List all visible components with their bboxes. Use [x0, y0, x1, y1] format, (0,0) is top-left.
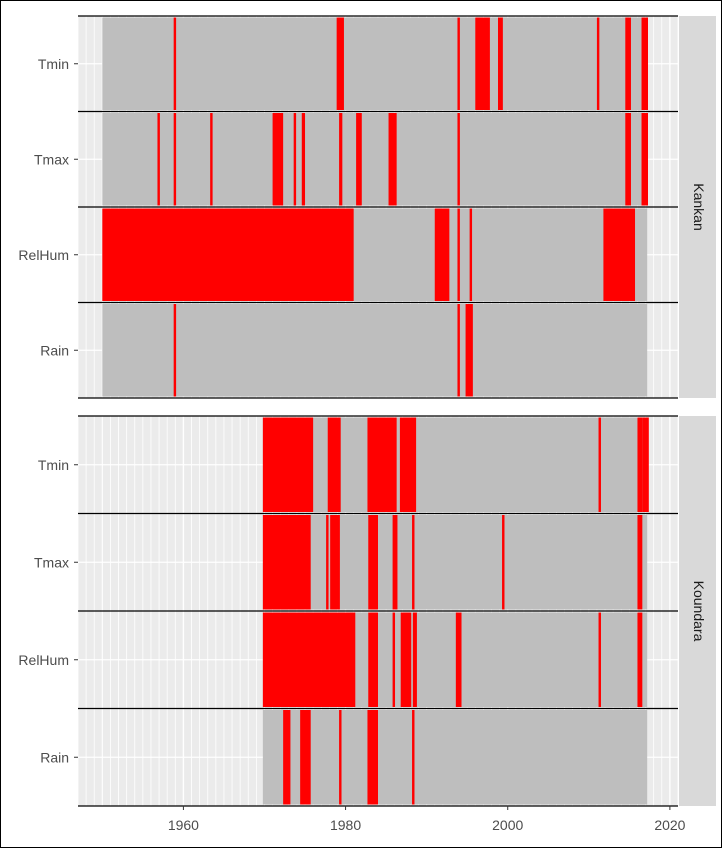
missing-bar-tmin [336, 17, 344, 110]
missing-bar-relhum [392, 612, 396, 707]
missing-bar-tmax [210, 113, 213, 206]
missing-bar-tmax [502, 515, 505, 610]
missing-bar-relhum [262, 612, 356, 707]
available-bar-tmax [102, 113, 648, 206]
missing-bar-tmax [301, 113, 306, 206]
missing-bar-tmin [367, 417, 397, 512]
missing-bar-rain [300, 710, 311, 805]
missing-bar-tmin [642, 417, 649, 512]
missing-bar-rain [457, 304, 460, 397]
missing-bar-relhum [412, 612, 417, 707]
missing-bar-relhum [102, 208, 354, 301]
missing-bar-tmin [637, 417, 643, 512]
missing-bar-rain [283, 710, 291, 805]
missing-bar-rain [412, 710, 415, 805]
y-tick-label: Tmax [34, 151, 69, 167]
missing-bar-tmin [327, 417, 341, 512]
y-tick-label: Tmin [38, 457, 69, 473]
missing-bar-tmax [326, 515, 329, 610]
missing-bar-tmax [173, 113, 177, 206]
missing-bar-tmax [356, 113, 362, 206]
y-tick-label: RelHum [18, 652, 69, 668]
missing-bar-tmin [641, 17, 648, 110]
missing-bar-relhum [469, 208, 473, 301]
y-tick-label: Rain [40, 749, 69, 765]
missing-bar-tmin [173, 17, 177, 110]
missing-bar-tmin [596, 17, 600, 110]
facet-strip-koundara [679, 416, 716, 806]
missing-bar-tmax [412, 515, 415, 610]
x-tick-label: 2000 [492, 817, 523, 833]
missing-bar-tmax [388, 113, 397, 206]
missing-bar-tmax [293, 113, 297, 206]
facet-label-koundara: Koundara [691, 581, 707, 642]
x-tick-label: 1980 [330, 817, 361, 833]
missing-bar-tmax [392, 515, 398, 610]
missing-bar-tmin [475, 17, 490, 110]
missing-bar-tmin [598, 417, 601, 512]
missing-bar-relhum [400, 612, 412, 707]
y-tick-label: Rain [40, 342, 69, 358]
missing-bar-tmax [339, 113, 343, 206]
available-bar-rain [262, 710, 648, 805]
missing-bar-tmin [625, 17, 631, 110]
missing-bar-tmin [457, 17, 460, 110]
missing-bar-tmax [641, 113, 648, 206]
missing-bar-tmax [330, 515, 340, 610]
facet-label-kankan: Kankan [691, 183, 707, 230]
available-bar-tmin [102, 17, 648, 110]
y-tick-label: Tmin [38, 56, 69, 72]
missing-bar-rain [465, 304, 473, 397]
missing-bar-relhum [455, 612, 462, 707]
x-tick-label: 2020 [654, 817, 685, 833]
missing-bar-relhum [457, 208, 460, 301]
missing-bar-rain [339, 710, 342, 805]
y-tick-label: Tmax [34, 554, 69, 570]
missing-bar-tmax [457, 113, 460, 206]
missing-bar-tmax [637, 515, 643, 610]
missing-bar-rain [367, 710, 378, 805]
missing-bar-tmax [262, 515, 311, 610]
x-tick-label: 1960 [168, 817, 199, 833]
missing-bar-tmin [399, 417, 417, 512]
facet-strip-kankan [679, 16, 716, 398]
missing-bar-relhum [368, 612, 378, 707]
missing-bar-rain [173, 304, 177, 397]
missing-bar-tmax [272, 113, 284, 206]
missing-bar-tmax [157, 113, 160, 206]
missing-bar-tmax [625, 113, 631, 206]
missing-bar-relhum [434, 208, 450, 301]
missing-bar-tmin [262, 417, 314, 512]
missing-bar-relhum [637, 612, 643, 707]
y-tick-label: RelHum [18, 247, 69, 263]
available-bar-rain [102, 304, 648, 397]
missing-bar-relhum [598, 612, 601, 707]
available-bar-tmin [262, 417, 648, 512]
available-bar-tmax [262, 515, 648, 610]
missing-bar-tmin [498, 17, 503, 110]
missing-bar-relhum [603, 208, 636, 301]
missing-bar-tmax [368, 515, 378, 610]
